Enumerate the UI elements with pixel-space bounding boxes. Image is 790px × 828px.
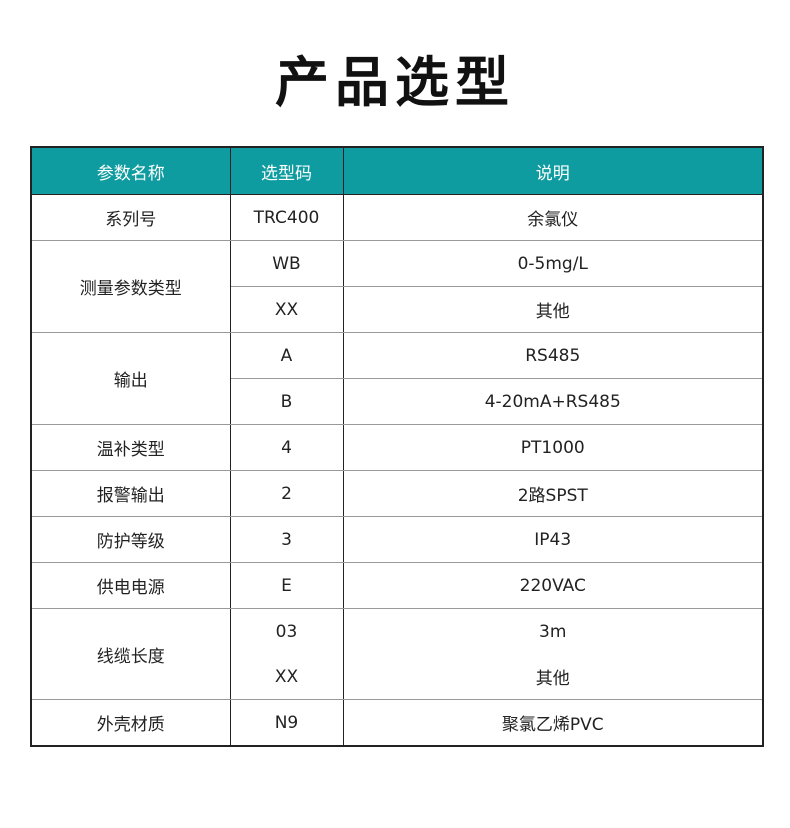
code-cell: WB: [229, 240, 344, 287]
description-cell: PT1000: [342, 424, 764, 471]
table-row: 输出 A RS485: [30, 332, 764, 425]
description-cell: 聚氯乙烯PVC: [342, 699, 764, 747]
code-cell: 2: [229, 470, 344, 517]
table-row: XX 其他: [31, 654, 764, 700]
param-name-cell: 供电电源: [30, 562, 231, 609]
selection-table: 参数名称 选型码 说明 系列号 TRC400 余氯仪 测量参数类型 WB 0-5mg/L X…: [30, 146, 764, 747]
param-name-cell: 防护等级: [30, 516, 231, 563]
code-cell: N9: [229, 699, 344, 747]
description-cell: 2路SPST: [342, 470, 764, 517]
code-cell: A: [229, 332, 344, 379]
code-cell: B: [229, 378, 344, 425]
description-cell: 3m: [342, 608, 764, 654]
code-cell: TRC400: [229, 194, 344, 241]
param-name-cell: 报警输出: [30, 470, 231, 517]
table-row: B 4-20mA+RS485: [31, 378, 764, 425]
description-cell: 4-20mA+RS485: [342, 378, 764, 425]
column-header: 参数名称: [30, 147, 231, 195]
table-row: 外壳材质 N9 聚氯乙烯PVC: [30, 699, 764, 747]
table-row: 测量参数类型 WB 0-5mg/L: [30, 240, 764, 333]
param-name-cell: 线缆长度: [30, 608, 231, 700]
description-cell: RS485: [342, 332, 764, 379]
column-header: 选型码: [229, 147, 344, 195]
description-cell: 其他: [342, 654, 764, 700]
description-cell: 余氯仪: [342, 194, 764, 241]
table-header: 参数名称 选型码 说明: [30, 147, 764, 195]
code-cell: E: [229, 562, 344, 609]
param-name-cell: 温补类型: [30, 424, 231, 471]
param-name-cell: 输出: [30, 332, 231, 425]
table-row: 温补类型 4 PT1000: [30, 424, 764, 471]
param-name-cell: 外壳材质: [30, 699, 231, 747]
table-row: 防护等级 3 IP43: [30, 516, 764, 563]
table-row: XX 其他: [31, 286, 764, 333]
table-row: 报警输出 2 2路SPST: [30, 470, 764, 517]
param-name-cell: 测量参数类型: [30, 240, 231, 333]
description-cell: 0-5mg/L: [342, 240, 764, 287]
code-cell: XX: [229, 654, 344, 700]
param-name-cell: 系列号: [30, 194, 231, 241]
description-cell: IP43: [342, 516, 764, 563]
code-cell: 4: [229, 424, 344, 471]
column-header: 说明: [342, 147, 764, 195]
code-cell: XX: [229, 286, 344, 333]
table-row: 系列号 TRC400 余氯仪: [30, 194, 764, 241]
code-cell: 3: [229, 516, 344, 563]
description-cell: 其他: [342, 286, 764, 333]
page-title: 产品选型: [275, 51, 515, 114]
table-row: 线缆长度 03 3m: [30, 608, 764, 700]
table-row: 供电电源 E 220VAC: [30, 562, 764, 609]
description-cell: 220VAC: [342, 562, 764, 609]
code-cell: 03: [229, 608, 344, 654]
